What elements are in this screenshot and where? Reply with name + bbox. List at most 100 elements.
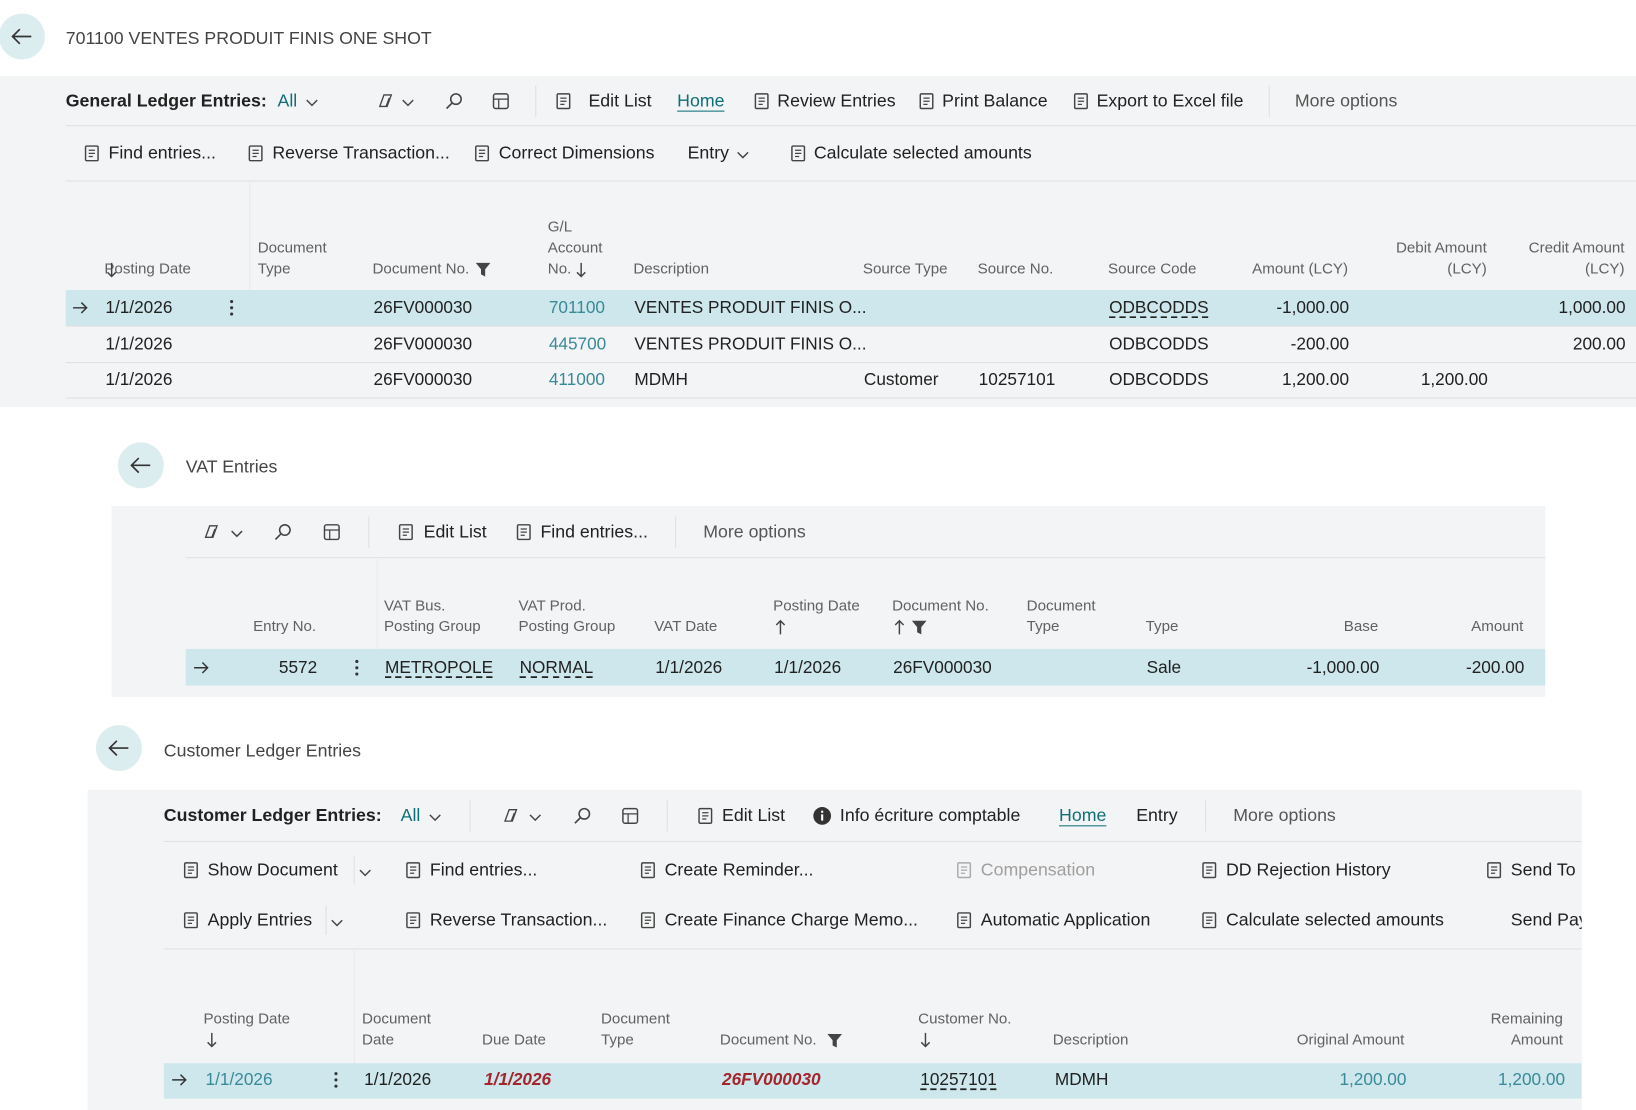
page-title: 701100 VENTES PRODUIT FINIS ONE SHOT xyxy=(65,28,432,48)
column-header[interactable]: Description xyxy=(633,260,710,278)
action-button[interactable]: Correct Dimensions xyxy=(498,142,655,163)
column-header[interactable]: Document Type xyxy=(600,1011,670,1049)
cell: 1/1/2026 xyxy=(484,1070,552,1090)
column-header[interactable]: Document No. xyxy=(892,597,989,615)
cell: 1,200.00 xyxy=(1282,370,1350,390)
chev-icon xyxy=(306,99,318,107)
copilot-icon xyxy=(504,808,518,822)
cell: MDMH xyxy=(1054,1070,1109,1090)
divider xyxy=(675,516,677,548)
back-icon[interactable] xyxy=(0,13,45,60)
page-title: Customer Ledger Entries xyxy=(163,740,361,761)
gen-icon xyxy=(398,524,413,541)
column-header[interactable]: Customer No. xyxy=(918,1011,1012,1028)
cell[interactable]: 411000 xyxy=(548,370,605,390)
cell: 1,200.00 xyxy=(1339,1070,1407,1090)
cell: -1,000.00 xyxy=(1306,658,1380,678)
action-button[interactable]: Send To xyxy=(1510,859,1576,880)
column-header[interactable]: VAT Bus. Posting Group xyxy=(383,597,481,636)
toolbar-button[interactable]: Export to Excel file xyxy=(1096,90,1244,111)
divider xyxy=(1205,800,1207,832)
cell: 1/1/2026 xyxy=(105,370,173,390)
back-icon[interactable] xyxy=(95,725,142,772)
divider xyxy=(353,950,355,1064)
column-header[interactable]: Posting Date xyxy=(104,260,191,278)
action-button[interactable]: Show Document xyxy=(207,859,338,880)
back-icon[interactable] xyxy=(117,442,164,489)
action-button[interactable]: Reverse Transaction... xyxy=(429,909,608,930)
cell: ODBCODDS xyxy=(1109,334,1209,354)
toolbar-button[interactable]: Entry xyxy=(1136,805,1178,826)
cell: 26FV000030 xyxy=(722,1070,821,1090)
column-header[interactable]: Document No. xyxy=(719,1031,817,1049)
column-header[interactable]: Source No. xyxy=(977,260,1054,278)
column-header[interactable]: Source Code xyxy=(1108,260,1197,278)
action-button[interactable]: Find entries... xyxy=(429,859,538,880)
gen-icon xyxy=(1202,862,1217,879)
toolbar-button[interactable]: More options xyxy=(1233,805,1336,826)
action-button[interactable]: Calculate selected amounts xyxy=(1225,909,1444,930)
column-header[interactable]: Document Date xyxy=(362,1011,432,1049)
toolbar-button[interactable]: Home xyxy=(677,90,725,111)
column-header[interactable]: Description xyxy=(1052,1031,1129,1049)
column-header[interactable]: Document Type xyxy=(257,239,327,278)
action-button[interactable]: Find entries... xyxy=(108,142,216,163)
action-button[interactable]: Calculate selected amounts xyxy=(813,142,1032,163)
chev-icon xyxy=(429,814,441,822)
toolbar-button[interactable]: Find entries... xyxy=(540,521,648,542)
column-header[interactable]: Posting Date xyxy=(773,597,860,615)
column-header[interactable]: Original Amount xyxy=(1296,1031,1405,1049)
column-header[interactable]: Entry No. xyxy=(253,618,317,636)
filter-button[interactable]: All xyxy=(277,90,298,111)
column-header[interactable]: Type xyxy=(1145,618,1179,636)
cell: -1,000.00 xyxy=(1276,298,1350,318)
column-header[interactable]: Posting Date xyxy=(203,1011,291,1028)
divider xyxy=(65,325,1636,327)
dots-icon xyxy=(230,299,234,316)
gen-icon xyxy=(919,93,934,110)
toolbar-button[interactable]: Home xyxy=(1059,805,1107,826)
gl-panel xyxy=(0,76,1636,407)
cell[interactable]: 445700 xyxy=(548,334,607,354)
cell: 1/1/2026 xyxy=(364,1070,432,1090)
column-header[interactable]: Credit Amount (LCY) xyxy=(1528,239,1625,278)
action-button[interactable]: Create Finance Charge Memo... xyxy=(664,909,919,930)
copilot-icon xyxy=(378,94,393,108)
column-header[interactable]: Base xyxy=(1343,618,1379,636)
cell: 26FV000030 xyxy=(373,298,473,318)
action-button[interactable]: Automatic Application xyxy=(980,909,1151,930)
cell: -200.00 xyxy=(1290,334,1350,354)
filter-icon xyxy=(475,262,491,277)
gen-icon xyxy=(957,862,972,879)
gen-icon xyxy=(1202,912,1217,929)
action-button[interactable]: Apply Entries xyxy=(207,909,313,930)
toolbar-button[interactable]: Edit List xyxy=(722,805,786,826)
toolbar-button[interactable]: More options xyxy=(703,521,806,542)
column-header[interactable]: VAT Date xyxy=(654,618,718,636)
action-button[interactable]: Reverse Transaction... xyxy=(272,142,450,163)
column-header[interactable]: G/L Account No. xyxy=(547,219,603,278)
column-header[interactable]: Due Date xyxy=(482,1031,546,1049)
column-header[interactable]: Document No. xyxy=(372,260,470,278)
cell[interactable]: 701100 xyxy=(548,298,605,318)
action-button[interactable]: Send Pay xyxy=(1510,909,1582,930)
filter-button[interactable]: All xyxy=(400,805,421,826)
action-button[interactable]: Create Reminder... xyxy=(664,859,814,880)
toolbar-button[interactable]: More options xyxy=(1294,90,1398,111)
column-header[interactable]: Document Type xyxy=(1026,597,1096,636)
column-header[interactable]: Amount xyxy=(1471,618,1524,636)
column-header[interactable]: Remaining Amount xyxy=(1490,1011,1563,1049)
column-header[interactable]: VAT Prod. Posting Group xyxy=(518,597,616,636)
action-button[interactable]: DD Rejection History xyxy=(1225,859,1391,880)
column-header[interactable]: Amount (LCY) xyxy=(1252,260,1349,278)
divider xyxy=(65,125,1636,127)
action-button[interactable]: Compensation xyxy=(980,859,1096,880)
toolbar-button[interactable]: Edit List xyxy=(588,90,652,111)
toolbar-button[interactable]: Info écriture comptable xyxy=(839,805,1021,826)
column-header[interactable]: Source Type xyxy=(862,260,948,278)
toolbar-button[interactable]: Print Balance xyxy=(942,90,1048,111)
column-header[interactable]: Debit Amount (LCY) xyxy=(1395,239,1487,278)
toolbar-button[interactable]: Review Entries xyxy=(777,90,896,111)
toolbar-button[interactable]: Edit List xyxy=(423,521,487,542)
action-button[interactable]: Entry xyxy=(687,142,729,163)
